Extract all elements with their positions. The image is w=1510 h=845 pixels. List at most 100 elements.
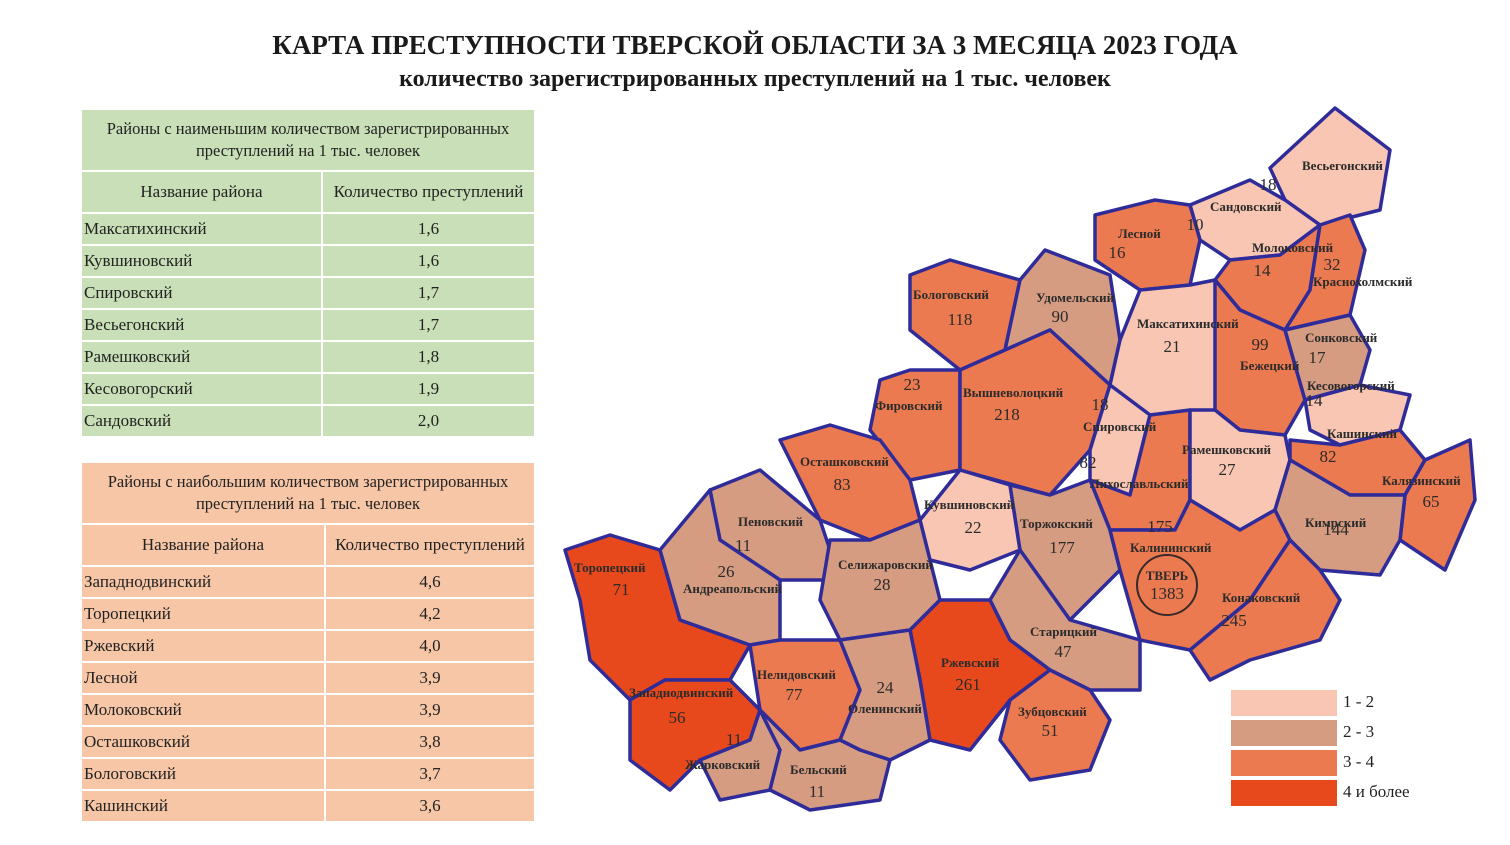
map-subtitle: количество зарегистрированных преступлен… [399, 66, 1111, 92]
high_table-row-district: Лесной [80, 661, 326, 695]
high_table-row-value: 3,9 [324, 693, 536, 727]
district-name-oleninsky: Оленинский [848, 701, 922, 716]
tver-region-map: Весьегонский 18 Сандовский 10 Лесной 16 Молоко… [563, 106, 1477, 812]
district-name-kalyazinsky: Калязинский [1382, 473, 1461, 488]
district-count-lesnoy: 16 [1109, 243, 1126, 262]
district-andreapolsky [658, 488, 782, 647]
highest-table-caption: Районы с наибольшим количеством зарегист… [80, 461, 536, 525]
high_table-row-district: Бологовский [80, 757, 326, 791]
district-count-nelidovsky: 77 [786, 685, 804, 704]
district-count-andreapolsky: 26 [718, 562, 735, 581]
low_table-row-district: Спировский [80, 276, 323, 310]
district-name-tver-city: ТВЕРЬ [1146, 568, 1189, 583]
low_table-row: Сандовский 2,0 [80, 404, 536, 438]
high_table-row-district: Западнодвинский [80, 565, 326, 599]
low_table-row-value: 1,7 [321, 276, 536, 310]
high_table-row: Западнодвинский 4,6 [80, 565, 536, 599]
district-count-sonkovsky: 17 [1309, 348, 1327, 367]
high_table-row: Торопецкий 4,2 [80, 597, 536, 631]
district-count-bologovsky: 118 [948, 310, 973, 329]
district-name-kalininsky: Калининский [1130, 540, 1212, 555]
low_table-row-value: 1,7 [321, 308, 536, 342]
high_table-row: Осташковский 3,8 [80, 725, 536, 759]
district-count-zubtsovsky: 51 [1042, 721, 1059, 740]
low_table-row: Кувшиновский 1,6 [80, 244, 536, 278]
district-count-kalyazinsky: 65 [1423, 492, 1440, 511]
district-name-likhoslavlsky: Лихославльский [1090, 476, 1189, 491]
high_table-row-value: 4,6 [324, 565, 536, 599]
district-name-lesnoy: Лесной [1118, 226, 1161, 241]
district-name-sonkovsky: Сонковский [1305, 330, 1378, 345]
district-count-krasnokholmsky: 32 [1324, 255, 1341, 274]
high_table-row-value: 3,6 [324, 789, 536, 823]
district-name-bologovsky: Бологовский [913, 287, 989, 302]
high_table-row-value: 3,9 [324, 661, 536, 695]
district-name-zapadnodvinsky: Западнодвинский [629, 685, 734, 700]
district-count-kesovogorsky: 14 [1306, 391, 1324, 410]
high_table-row-district: Осташковский [80, 725, 326, 759]
high_table-row-district: Кашинский [80, 789, 326, 823]
district-count-belsky: 11 [809, 782, 825, 801]
district-name-zubtsovsky: Зубцовский [1018, 704, 1087, 719]
low_table-row: Кесовогорский 1,9 [80, 372, 536, 406]
low_table-row: Спировский 1,7 [80, 276, 536, 310]
low_table-row-district: Весьегонский [80, 308, 323, 342]
high_table-row: Лесной 3,9 [80, 661, 536, 695]
district-count-zapadnodvinsky: 56 [669, 708, 686, 727]
district-count-penovsky: 11 [735, 536, 751, 555]
district-name-nelidovsky: Нелидовский [757, 667, 836, 682]
high_table-row: Бологовский 3,7 [80, 757, 536, 791]
low_table-row-district: Максатихинский [80, 212, 323, 246]
district-name-ostashkovsky: Осташковский [800, 454, 889, 469]
low_table-row-value: 1,6 [321, 212, 536, 246]
district-count-vesyegonsky: 18 [1260, 175, 1277, 194]
high_table-row: Ржевский 4,0 [80, 629, 536, 663]
district-name-molokovsky: Молоковский [1252, 240, 1334, 255]
district-name-vesyegonsky: Весьегонский [1302, 158, 1383, 173]
district-count-maksatikhinsky: 21 [1164, 337, 1181, 356]
district-count-rzhevsky: 261 [955, 675, 981, 694]
district-count-kashinsky: 82 [1320, 447, 1337, 466]
legend-label: 3 - 4 [1343, 752, 1375, 771]
district-regions [563, 106, 1477, 812]
highest-col-value-header: Количество преступлений [324, 523, 536, 567]
high_table-row-value: 4,2 [324, 597, 536, 631]
legend-swatch-2: 2 - 3 [1231, 720, 1374, 746]
district-count-bezhetsky: 99 [1252, 335, 1269, 354]
low_table-row: Максатихинский 1,6 [80, 212, 536, 246]
district-name-zharkovsky: Жарковский [685, 757, 761, 772]
district-name-rzhevsky: Ржевский [941, 655, 1000, 670]
lowest-crime-table: Районы с наименьшим количеством зарегист… [80, 108, 536, 438]
low_table-row-value: 1,9 [321, 372, 536, 406]
district-belsky [758, 708, 892, 812]
district-count-kuvshinovsky: 22 [965, 518, 982, 537]
district-count-kimrsky: 144 [1323, 520, 1349, 539]
highest-table-body: Западнодвинский 4,6 Торопецкий 4,2 Ржевский 4… [80, 565, 536, 823]
district-name-rameshkovsky: Рамешковский [1182, 442, 1271, 457]
district-count-udomelsky: 90 [1052, 307, 1069, 326]
district-count-konakovsky: 245 [1221, 611, 1247, 630]
high_table-row-value: 4,0 [324, 629, 536, 663]
legend-swatch-3: 3 - 4 [1231, 750, 1374, 776]
lowest-col-name-header: Название района [80, 170, 323, 214]
high_table-row-district: Ржевский [80, 629, 326, 663]
tver-city-circle [1136, 554, 1198, 616]
lowest-table-body: Максатихинский 1,6 Кувшиновский 1,6 Спировск… [80, 212, 536, 438]
district-name-bezhetsky: Бежецкий [1240, 358, 1300, 373]
district-name-toropetsky: Торопецкий [574, 560, 646, 575]
low_table-row-district: Сандовский [80, 404, 323, 438]
low_table-row-value: 1,6 [321, 244, 536, 278]
high_table-row: Молоковский 3,9 [80, 693, 536, 727]
district-name-staritsky: Старицкий [1030, 624, 1097, 639]
district-name-krasnokholmsky: Краснохолмский [1313, 274, 1413, 289]
district-count-kalininsky: 175 [1147, 517, 1173, 536]
district-name-sandovsky: Сандовский [1210, 199, 1282, 214]
district-count-vyshnevolotsky: 218 [994, 405, 1020, 424]
district-name-kashinsky: Кашинский [1327, 426, 1397, 441]
district-count-oleninsky: 24 [877, 678, 895, 697]
district-name-spirovsky: Спировский [1083, 419, 1157, 434]
district-zubtsovsky [998, 668, 1112, 782]
district-count-staritsky: 47 [1055, 642, 1073, 661]
district-labels: Весьегонский 18 Сандовский 10 Лесной 16 Молоко… [574, 158, 1461, 801]
district-name-kimrsky: Кимрский [1305, 515, 1367, 530]
